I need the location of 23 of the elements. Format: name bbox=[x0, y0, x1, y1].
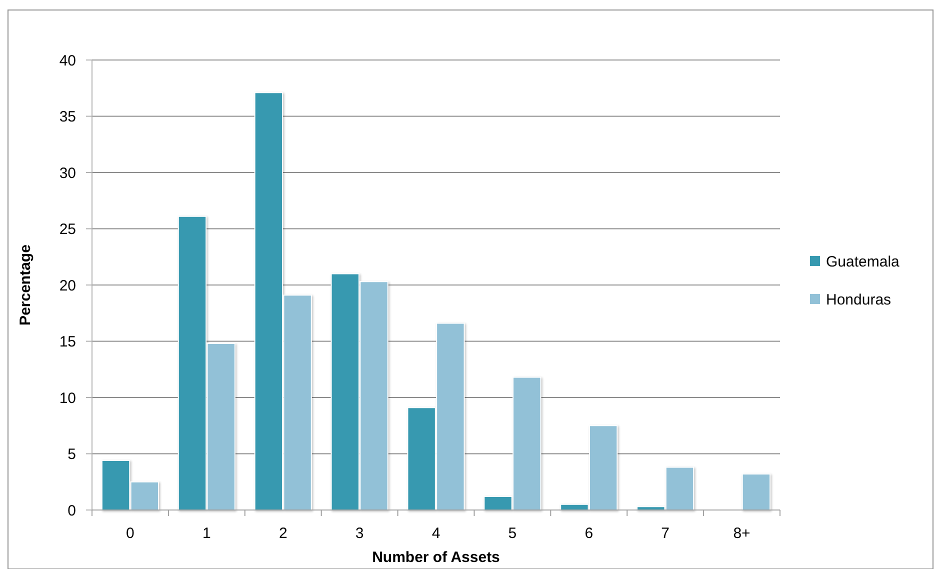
legend-label: Guatemala bbox=[826, 253, 900, 270]
x-tick-label: 6 bbox=[584, 525, 594, 542]
x-tick-label: 4 bbox=[432, 525, 440, 542]
y-tick-label: 35 bbox=[59, 108, 76, 126]
x-tick-label: 3 bbox=[355, 525, 364, 542]
x-tick-label: 2 bbox=[278, 525, 288, 542]
y-tick-label: 10 bbox=[59, 390, 76, 407]
x-tick-label: 0 bbox=[126, 525, 134, 542]
y-tick-label: 30 bbox=[59, 164, 76, 182]
y-tick-label: 0 bbox=[68, 502, 76, 520]
y-tick-label: 20 bbox=[59, 277, 76, 294]
x-tick-label: 1 bbox=[202, 525, 211, 542]
bar bbox=[742, 474, 771, 510]
y-tick-label: 25 bbox=[59, 221, 76, 238]
x-tick-label: 5 bbox=[508, 525, 517, 542]
y-tick-label: 5 bbox=[68, 446, 76, 463]
x-axis-title: Number of Assets bbox=[372, 549, 500, 566]
y-tick-label: 40 bbox=[59, 52, 76, 70]
y-axis-title: Percentage bbox=[17, 244, 34, 326]
x-tick-label: 7 bbox=[661, 525, 670, 542]
x-tick-label: 8+ bbox=[733, 525, 751, 542]
y-tick-label: 15 bbox=[59, 334, 76, 350]
legend-label: Honduras bbox=[826, 291, 892, 308]
